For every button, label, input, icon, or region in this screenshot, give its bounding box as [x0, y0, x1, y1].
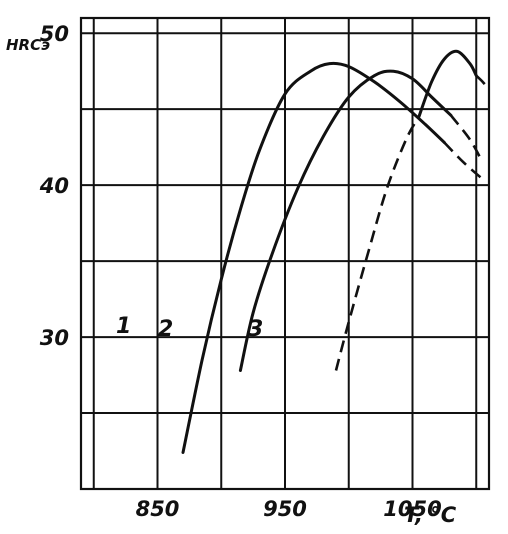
curve-label-2: 2 — [158, 317, 173, 342]
curve-1-solid — [181, 61, 446, 454]
y-tick-label: 50 — [40, 22, 69, 46]
x-tick-label: 1050 — [383, 497, 441, 521]
tick-labels: 30 40 50 850 950 1050 — [39, 22, 442, 521]
curve-3-solid — [417, 49, 478, 119]
chart-curves — [181, 49, 490, 454]
x-axis-label: T, °C — [404, 503, 457, 527]
curve-3-dashed — [334, 116, 421, 371]
curve-1-dashed — [443, 141, 484, 181]
x-tick-label: 850 — [136, 497, 180, 521]
curve-label-1: 1 — [116, 314, 131, 339]
y-tick-label: 40 — [39, 174, 69, 198]
curve-3-dashed-tail — [475, 74, 490, 91]
y-tick-label: 30 — [40, 326, 69, 350]
y-axis-label: HRCэ — [6, 36, 50, 54]
x-tick-label: 950 — [263, 497, 307, 521]
curve-label-3: 3 — [248, 317, 263, 342]
curve-2-dashed — [449, 114, 484, 163]
curve-2-solid — [238, 69, 453, 372]
